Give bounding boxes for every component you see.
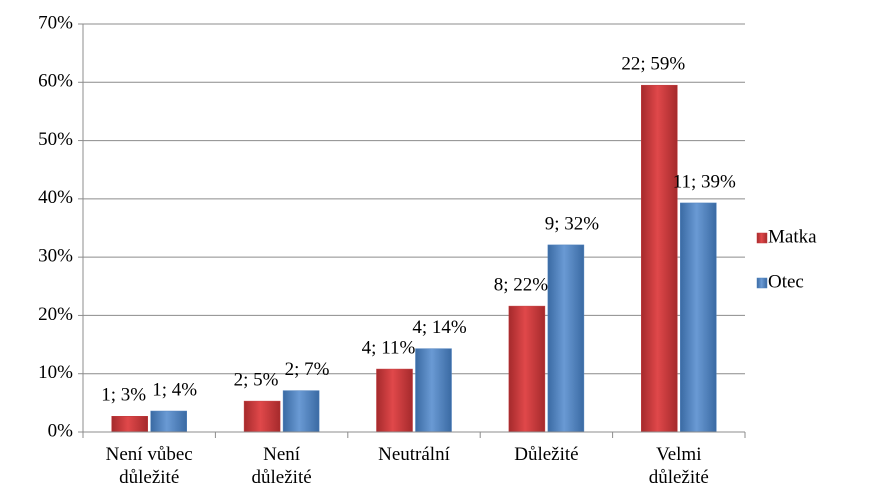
y-tick-label: 10% — [38, 362, 73, 383]
y-tick-label: 60% — [38, 71, 73, 92]
x-tick-label: Neutrální — [378, 444, 450, 465]
y-tick-label: 40% — [38, 187, 73, 208]
bar — [547, 244, 585, 433]
data-label: 2; 7% — [285, 359, 330, 380]
bar — [150, 410, 187, 433]
data-label: 9; 32% — [545, 213, 600, 234]
legend-label: Matka — [768, 226, 817, 247]
bar — [111, 416, 148, 433]
x-tick-label: Není vůbec důležité — [106, 444, 193, 488]
bar — [376, 368, 413, 433]
y-tick-label: 30% — [38, 246, 73, 267]
bar — [282, 390, 320, 433]
bar — [641, 84, 678, 433]
data-label: 11; 39% — [673, 171, 736, 192]
y-tick-label: 20% — [38, 304, 73, 325]
x-tick-label: Není důležité — [252, 444, 312, 488]
data-label: 1; 3% — [101, 385, 146, 406]
x-tick-label: Velmi důležité — [649, 444, 709, 488]
data-label: 4; 11% — [362, 337, 416, 358]
y-tick-label: 50% — [38, 129, 73, 150]
data-label: 2; 5% — [234, 369, 279, 390]
bar — [415, 348, 452, 433]
y-tick-label: 70% — [38, 12, 73, 33]
data-label: 8; 22% — [494, 274, 549, 295]
y-tick-label: 0% — [48, 420, 74, 441]
legend-swatch — [756, 232, 768, 244]
legend-label: Otec — [768, 271, 804, 292]
data-label: 1; 4% — [152, 379, 197, 400]
bar — [508, 305, 546, 433]
x-tick-label: Důležité — [514, 444, 578, 465]
bar — [680, 202, 717, 433]
data-label: 22; 59% — [621, 54, 685, 75]
bar — [243, 400, 281, 433]
legend-swatch — [756, 277, 768, 289]
data-label: 4; 14% — [412, 317, 467, 338]
